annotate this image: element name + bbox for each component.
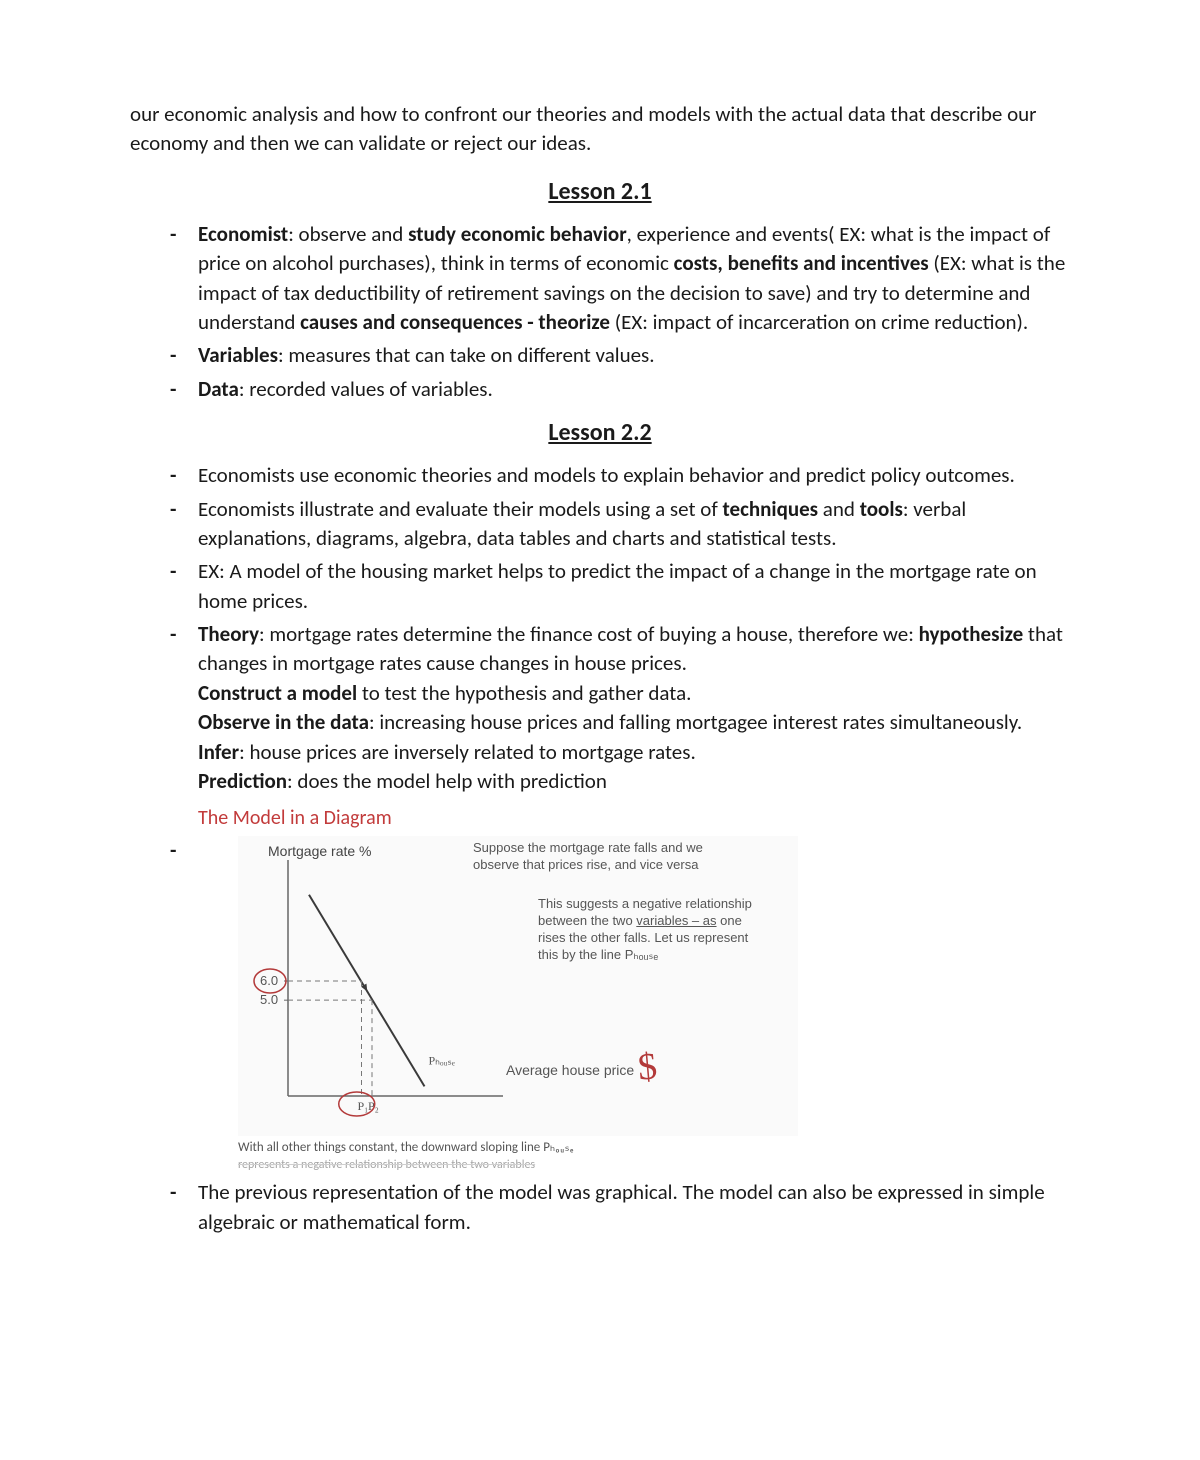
lesson-2-2-heading: Lesson 2.2 (130, 418, 1070, 447)
list-item: Variables: measures that can take on dif… (170, 341, 1070, 370)
intro-paragraph: our economic analysis and how to confron… (130, 100, 1070, 159)
diagram-svg: Pₕₒᵤₛₑ 6.0 5.0 P₁P₂ (238, 836, 798, 1136)
lesson-2-2-final-list: The previous representation of the model… (130, 1178, 1070, 1237)
text: The previous representation of the model… (198, 1179, 1045, 1234)
text: and (818, 496, 860, 522)
svg-text:5.0: 5.0 (260, 993, 278, 1008)
bold-text: Economist (198, 221, 288, 247)
list-item: Data: recorded values of variables. (170, 375, 1070, 404)
list-item: EX: A model of the housing market helps … (170, 557, 1070, 616)
list-item: Economist: observe and study economic be… (170, 220, 1070, 338)
list-item: Economists illustrate and evaluate their… (170, 495, 1070, 554)
bold-text: Observe in the data (198, 709, 369, 735)
text: : increasing house prices and falling mo… (369, 709, 1022, 735)
svg-text:P₁: P₁ (358, 1099, 369, 1113)
bold-text: tools (860, 496, 903, 522)
svg-text:6.0: 6.0 (260, 973, 278, 988)
list-item: Economists use economic theories and mod… (170, 461, 1070, 490)
text: EX: A model of the housing market helps … (198, 558, 1037, 613)
bold-text: study economic behavior (408, 221, 627, 247)
diagram-title: The Model in a Diagram (198, 806, 1070, 830)
text: : does the model help with prediction (287, 768, 607, 794)
text: Economists use economic theories and mod… (198, 462, 1015, 488)
bold-text: Variables (198, 342, 278, 368)
text: : house prices are inversely related to … (239, 739, 696, 765)
footnote-blurred: represents a negative relationship betwe… (238, 1158, 535, 1172)
bold-text: hypothesize (919, 621, 1024, 647)
bold-text: Theory (198, 621, 259, 647)
footnote-main: With all other things constant, the down… (238, 1140, 574, 1155)
lesson-2-1-list: Economist: observe and study economic be… (130, 220, 1070, 404)
bold-text: Construct a model (198, 680, 357, 706)
text: Economists illustrate and evaluate their… (198, 496, 722, 522)
diagram-list-item: Pₕₒᵤₛₑ 6.0 5.0 P₁P₂ Mortgage rate % Suppose… (170, 836, 1070, 1174)
lesson-2-2-list: Economists use economic theories and mod… (130, 461, 1070, 796)
text: : recorded values of variables. (239, 376, 493, 402)
bold-text: Data (198, 376, 239, 402)
svg-text:P₂: P₂ (368, 1099, 379, 1113)
bold-text: causes and consequences - theorize (300, 309, 610, 335)
text: : mortgage rates determine the finance c… (259, 621, 919, 647)
svg-text:Pₕₒᵤₛₑ: Pₕₒᵤₛₑ (429, 1054, 455, 1068)
diagram-container: Pₕₒᵤₛₑ 6.0 5.0 P₁P₂ Mortgage rate % Suppose… (238, 836, 798, 1174)
text: : measures that can take on different va… (278, 342, 655, 368)
mortgage-diagram: Pₕₒᵤₛₑ 6.0 5.0 P₁P₂ Mortgage rate % Suppose… (238, 836, 798, 1136)
diagram-footnote: With all other things constant, the down… (238, 1140, 798, 1174)
text: (EX: impact of incarceration on crime re… (610, 309, 1028, 335)
document-page: our economic analysis and how to confron… (0, 0, 1200, 1460)
list-item: Theory: mortgage rates determine the fin… (170, 620, 1070, 796)
bold-text: Infer (198, 739, 239, 765)
y-axis-label: Mortgage rate % (268, 842, 372, 862)
diagram-bullet-wrap: Pₕₒᵤₛₑ 6.0 5.0 P₁P₂ Mortgage rate % Suppose… (130, 836, 1070, 1174)
diagram-caption-right: This suggests a negative relationship be… (538, 896, 768, 964)
list-item: The previous representation of the model… (170, 1178, 1070, 1237)
caption-right-underline: variables – as (636, 913, 716, 928)
diagram-caption-top: Suppose the mortgage rate falls and we o… (473, 840, 733, 873)
x-axis-label: Average house price (506, 1061, 634, 1081)
bold-text: Prediction (198, 768, 287, 794)
lesson-2-1-heading: Lesson 2.1 (130, 177, 1070, 206)
text: to test the hypothesis and gather data. (357, 680, 691, 706)
text: : observe and (288, 221, 408, 247)
bold-text: techniques (722, 496, 818, 522)
bold-text: costs, benefits and incentives (674, 250, 929, 276)
